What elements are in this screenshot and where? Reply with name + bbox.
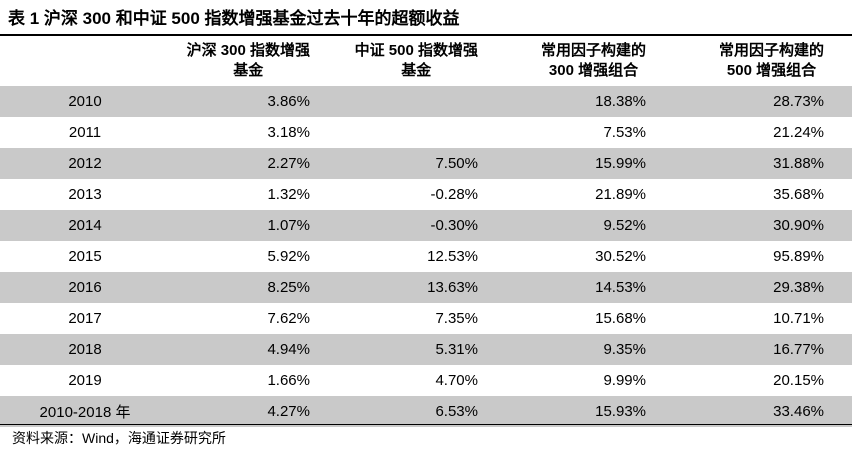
header-line: 常用因子构建的: [718, 42, 824, 59]
year-cell: 2014: [0, 210, 170, 241]
table-title: 表 1 沪深 300 和中证 500 指数增强基金过去十年的超额收益: [8, 9, 460, 28]
hs300-fund-cell: 1.07%: [170, 210, 338, 241]
source-note: 资料来源：Wind，海通证券研究所: [12, 430, 226, 446]
header-line: 500 增强组合: [726, 62, 817, 79]
factor-500-cell: 21.24%: [773, 124, 824, 141]
hs300-fund-cell: 5.92%: [267, 248, 310, 265]
table-row: 2014 1.07% -0.30% 9.52% 30.90%: [0, 210, 852, 241]
top-rule: [0, 34, 852, 36]
excess-return-table: 沪深 300 指数增强 基金 中证 500 指数增强 基金 常用因子构建的 30…: [0, 36, 852, 427]
hs300-fund-cell: 4.94%: [170, 334, 338, 365]
header-line: 中证 500 指数增强: [354, 42, 478, 59]
table-row: 2010 3.86% 18.38% 28.73%: [0, 86, 852, 117]
year-cell: 2010-2018 年: [0, 396, 170, 427]
factor-500-cell: 33.46%: [674, 396, 852, 427]
factor-300-cell: 15.68%: [595, 310, 646, 327]
factor-300-cell: 30.52%: [595, 248, 646, 265]
header-500-factor-portfolio: 常用因子构建的 500 增强组合: [674, 36, 852, 86]
factor-300-cell: 7.53%: [603, 124, 646, 141]
year-cell: 2019: [68, 372, 102, 389]
year-cell: 2012: [0, 148, 170, 179]
factor-500-cell: 10.71%: [773, 310, 824, 327]
table-row: 2017 7.62% 7.35% 15.68% 10.71%: [0, 303, 852, 334]
zz500-fund-cell: 7.50%: [338, 148, 506, 179]
table-row: 2019 1.66% 4.70% 9.99% 20.15%: [0, 365, 852, 396]
factor-500-cell: 29.38%: [674, 272, 852, 303]
header-300-factor-portfolio: 常用因子构建的 300 增强组合: [506, 36, 674, 86]
hs300-fund-cell: 3.86%: [170, 86, 338, 117]
factor-500-cell: 16.77%: [674, 334, 852, 365]
zz500-fund-cell: [338, 86, 506, 117]
factor-500-cell: 95.89%: [773, 248, 824, 265]
hs300-fund-cell: 3.18%: [267, 124, 310, 141]
year-cell: 2017: [68, 310, 102, 327]
factor-300-cell: 15.99%: [506, 148, 674, 179]
factor-500-cell: 31.88%: [674, 148, 852, 179]
zz500-fund-cell: 4.70%: [435, 372, 478, 389]
header-line: 常用因子构建的: [540, 42, 646, 59]
factor-500-cell: 30.90%: [674, 210, 852, 241]
factor-300-cell: 9.35%: [506, 334, 674, 365]
table-row: 2012 2.27% 7.50% 15.99% 31.88%: [0, 148, 852, 179]
zz500-fund-cell: -0.30%: [338, 210, 506, 241]
factor-300-cell: 9.52%: [506, 210, 674, 241]
zz500-fund-cell: 5.31%: [338, 334, 506, 365]
header-row: 沪深 300 指数增强 基金 中证 500 指数增强 基金 常用因子构建的 30…: [0, 36, 852, 86]
zz500-fund-cell: 6.53%: [338, 396, 506, 427]
factor-300-cell: 18.38%: [506, 86, 674, 117]
header-line: 沪深 300 指数增强: [186, 42, 310, 59]
bottom-rule: [0, 424, 852, 425]
zz500-fund-cell: 7.35%: [435, 310, 478, 327]
table-row: 2011 3.18% 7.53% 21.24%: [0, 117, 852, 148]
hs300-fund-cell: 1.32%: [267, 186, 310, 203]
table-row: 2018 4.94% 5.31% 9.35% 16.77%: [0, 334, 852, 365]
zz500-fund-cell: 13.63%: [338, 272, 506, 303]
factor-500-cell: 35.68%: [773, 186, 824, 203]
header-year: [0, 36, 170, 86]
year-cell: 2010: [0, 86, 170, 117]
header-hs300-fund: 沪深 300 指数增强 基金: [170, 36, 338, 86]
zz500-fund-cell: [338, 117, 506, 148]
hs300-fund-cell: 7.62%: [267, 310, 310, 327]
zz500-fund-cell: -0.28%: [430, 186, 478, 203]
factor-300-cell: 21.89%: [595, 186, 646, 203]
header-line: 基金: [401, 62, 432, 79]
zz500-fund-cell: 12.53%: [427, 248, 478, 265]
hs300-fund-cell: 8.25%: [170, 272, 338, 303]
year-cell: 2013: [68, 186, 102, 203]
factor-300-cell: 9.99%: [603, 372, 646, 389]
factor-500-cell: 28.73%: [674, 86, 852, 117]
table-row: 2010-2018 年 4.27% 6.53% 15.93% 33.46%: [0, 396, 852, 427]
header-zz500-fund: 中证 500 指数增强 基金: [338, 36, 506, 86]
year-cell: 2011: [68, 124, 102, 141]
table-row: 2016 8.25% 13.63% 14.53% 29.38%: [0, 272, 852, 303]
year-cell: 2018: [0, 334, 170, 365]
header-line: 300 增强组合: [548, 62, 639, 79]
table-row: 2013 1.32% -0.28% 21.89% 35.68%: [0, 179, 852, 210]
table-row: 2015 5.92% 12.53% 30.52% 95.89%: [0, 241, 852, 272]
hs300-fund-cell: 1.66%: [267, 372, 310, 389]
factor-500-cell: 20.15%: [773, 372, 824, 389]
year-cell: 2015: [68, 248, 102, 265]
hs300-fund-cell: 2.27%: [170, 148, 338, 179]
hs300-fund-cell: 4.27%: [170, 396, 338, 427]
year-cell: 2016: [0, 272, 170, 303]
header-line: 基金: [233, 62, 264, 79]
factor-300-cell: 15.93%: [506, 396, 674, 427]
factor-300-cell: 14.53%: [506, 272, 674, 303]
